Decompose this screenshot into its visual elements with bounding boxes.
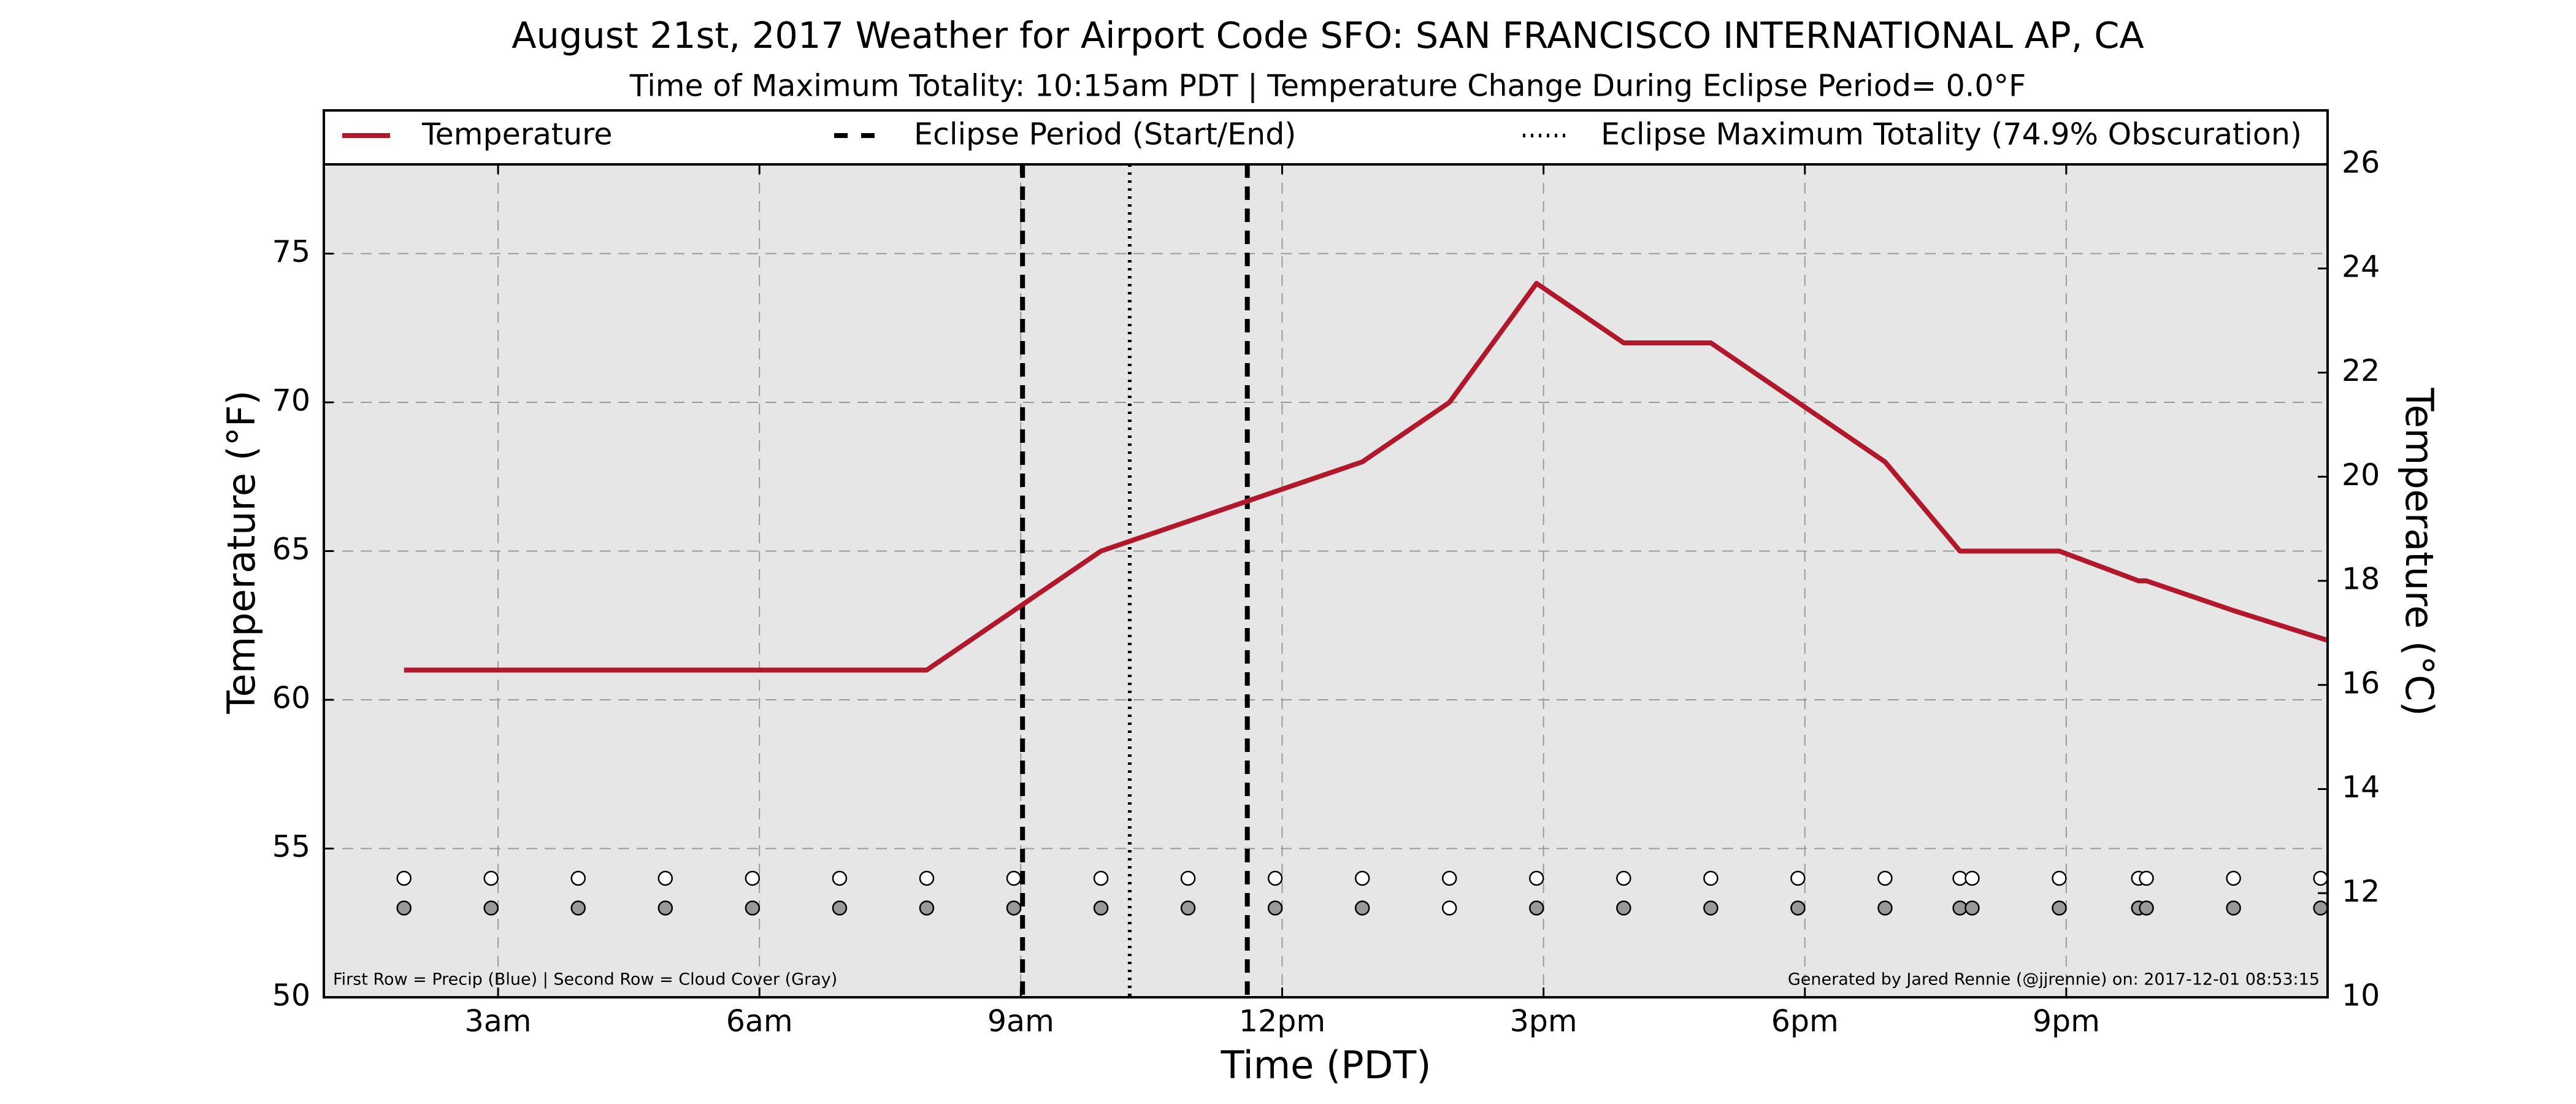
y-right-tick-label: 10 <box>2342 978 2380 1013</box>
y-right-tick-label: 12 <box>2342 874 2380 909</box>
x-tick-label: 6am <box>726 1004 793 1039</box>
precip-marker <box>745 870 761 886</box>
cloud-cover-marker <box>657 900 673 916</box>
y-tick-label: 60 <box>272 681 310 716</box>
y-right-tick-label: 20 <box>2342 458 2380 493</box>
legend-frame <box>323 109 2329 166</box>
y-right-tick-label: 22 <box>2342 353 2380 388</box>
precip-marker <box>1528 870 1544 886</box>
precip-marker <box>1441 870 1457 886</box>
x-tick-label: 3pm <box>1510 1004 1577 1039</box>
legend-eclipse-period-label: Eclipse Period (Start/End) <box>914 117 1296 152</box>
legend-eclipse-max-label: Eclipse Maximum Totality (74.9% Obscurat… <box>1601 117 2302 152</box>
x-axis-label: Time (PDT) <box>1221 1043 1432 1087</box>
precip-marker <box>1790 870 1806 886</box>
cloud-cover-marker <box>1790 900 1806 916</box>
x-tick-label: 9am <box>987 1004 1054 1039</box>
precip-marker <box>1703 870 1719 886</box>
observation-markers <box>396 870 2328 916</box>
footnote-left: First Row = Precip (Blue) | Second Row =… <box>333 970 837 989</box>
cloud-cover-marker <box>1965 900 1980 916</box>
y-right-tick-label: 14 <box>2342 770 2380 805</box>
legend-temperature-label: Temperature <box>421 117 612 152</box>
precip-marker <box>2139 870 2154 886</box>
precip-marker <box>1965 870 1980 886</box>
precip-marker <box>1093 870 1109 886</box>
precip-marker <box>1354 870 1370 886</box>
precip-marker <box>483 870 499 886</box>
y-axis-right: 10 12 14 16 18 20 22 24 26 <box>2318 145 2380 1013</box>
y-tick-label: 50 <box>272 978 310 1013</box>
chart-title: August 21st, 2017 Weather for Airport Co… <box>512 14 2144 56</box>
y-tick-label: 70 <box>272 383 310 418</box>
y-tick-label: 55 <box>272 829 310 864</box>
precip-marker <box>1006 870 1022 886</box>
y-right-tick-label: 18 <box>2342 562 2380 597</box>
cloud-cover-marker <box>396 900 412 916</box>
y-right-tick-label: 16 <box>2342 665 2380 700</box>
cloud-cover-marker <box>483 900 499 916</box>
cloud-cover-marker <box>1354 900 1370 916</box>
cloud-cover-marker <box>1441 900 1457 916</box>
cloud-cover-marker <box>1616 900 1631 916</box>
cloud-cover-marker <box>1093 900 1109 916</box>
eclipse-lines <box>1020 164 1250 997</box>
y-axis-left: 50 55 60 65 70 75 <box>272 234 334 1013</box>
cloud-cover-marker <box>919 900 935 916</box>
cloud-cover-marker <box>570 900 586 916</box>
precip-marker <box>1267 870 1283 886</box>
chart-subtitle: Time of Maximum Totality: 10:15am PDT | … <box>629 69 2026 104</box>
cloud-cover-marker <box>2052 900 2067 916</box>
cloud-cover-marker <box>1180 900 1196 916</box>
temperature-series <box>404 281 2329 673</box>
precip-marker <box>2052 870 2067 886</box>
y-tick-label: 65 <box>272 532 310 567</box>
precip-marker <box>2226 870 2241 886</box>
precip-marker <box>919 870 935 886</box>
x-tick-label: 12pm <box>1239 1004 1325 1039</box>
precip-marker <box>570 870 586 886</box>
cloud-cover-marker <box>1267 900 1283 916</box>
precip-marker <box>396 870 412 886</box>
precip-marker <box>1180 870 1196 886</box>
temperature-line <box>404 281 2329 673</box>
y-axis-label-left: Temperature (°F) <box>219 390 264 714</box>
y-axis-label-right: Temperature (°C) <box>2397 387 2442 716</box>
plot-area <box>324 164 2328 997</box>
cloud-cover-marker <box>2139 900 2154 916</box>
y-right-tick-label: 24 <box>2342 249 2380 284</box>
cloud-cover-marker <box>2226 900 2241 916</box>
precip-marker <box>1616 870 1631 886</box>
y-right-tick-label: 26 <box>2342 145 2380 180</box>
footnote-right: Generated by Jared Rennie (@jjrennie) on… <box>1788 970 2320 989</box>
cloud-cover-marker <box>1703 900 1719 916</box>
x-tick-label: 9pm <box>2033 1004 2100 1039</box>
x-tick-label: 3am <box>465 1004 532 1039</box>
precip-marker <box>1877 870 1893 886</box>
y-tick-label: 75 <box>272 234 310 269</box>
precip-marker <box>657 870 673 886</box>
x-axis: 3am 6am 9am 12pm 3pm 6pm 9pm <box>465 164 2100 1039</box>
x-tick-label: 6pm <box>1771 1004 1839 1039</box>
cloud-cover-marker <box>1528 900 1544 916</box>
cloud-cover-marker <box>745 900 761 916</box>
precip-marker <box>832 870 848 886</box>
precip-marker <box>2313 870 2328 886</box>
legend-box: Temperature Eclipse Period (Start/End) E… <box>323 109 2329 166</box>
cloud-cover-marker <box>2313 900 2328 916</box>
cloud-cover-marker <box>832 900 848 916</box>
cloud-cover-marker <box>1006 900 1022 916</box>
cloud-cover-marker <box>1877 900 1893 916</box>
